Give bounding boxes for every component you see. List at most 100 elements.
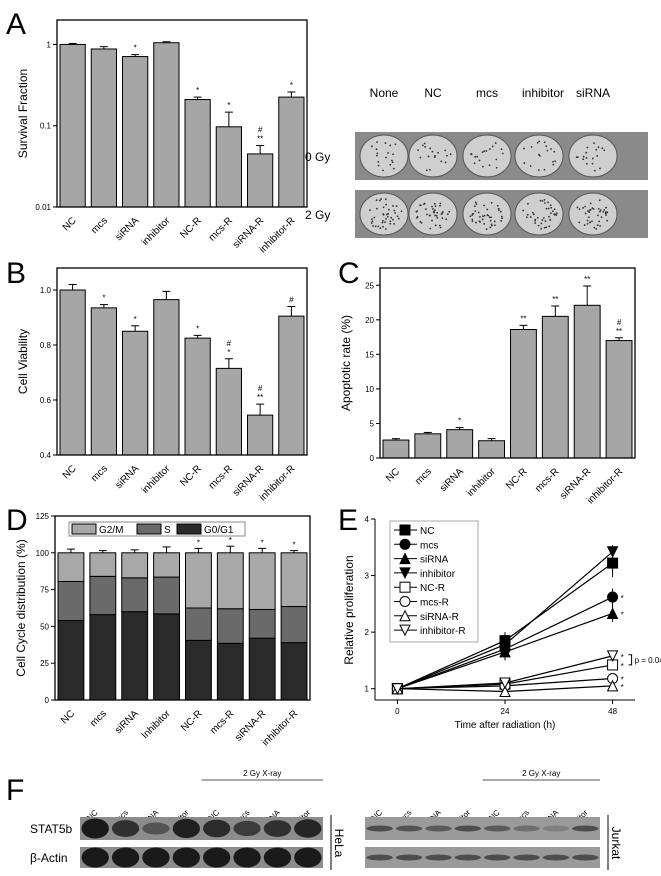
colony [369, 209, 371, 211]
chart-A: *****#*0.010.11Survival FractionNC mcs siR… [16, 20, 307, 255]
colony [478, 212, 480, 214]
colony [603, 209, 605, 211]
y-axis-label: Cell Cycle distribution (%) [14, 539, 28, 676]
culture-dish [409, 193, 457, 235]
y-tick-label: 25 [365, 281, 374, 290]
y-tick-label: 0 [370, 454, 375, 463]
colony [475, 201, 477, 203]
bar-segment-S [217, 609, 243, 644]
colony-column-label: mcs [476, 86, 498, 100]
colony [424, 146, 426, 148]
bar-segment-G0/G1 [90, 615, 116, 700]
colony [597, 214, 599, 216]
colony [417, 149, 419, 151]
colony [440, 161, 442, 163]
colony [526, 216, 528, 218]
colony [538, 169, 540, 171]
colony [382, 169, 384, 171]
chart-B: ****#**##0.40.60.81.0Cell ViabilityNC mcs… [16, 268, 307, 503]
colony [599, 199, 601, 201]
colony [429, 228, 431, 230]
marker-square-filled [400, 525, 410, 535]
colony [469, 215, 471, 217]
colony [545, 220, 547, 222]
colony [584, 206, 586, 208]
protein-band [294, 819, 321, 837]
colony [533, 214, 535, 216]
colony [544, 202, 546, 204]
colony [547, 202, 549, 204]
colony [489, 164, 491, 166]
colony [602, 211, 604, 213]
x-tick-label: mcs-R [533, 466, 561, 494]
protein-label: STAT5b [30, 822, 73, 836]
colony [553, 151, 555, 153]
colony [376, 199, 378, 201]
colony [530, 216, 532, 218]
legend-label: inhibitor-R [420, 626, 466, 637]
colony [548, 216, 550, 218]
colony [498, 209, 500, 211]
x-tick-label: inhibitor [140, 215, 173, 248]
bar-segment-S [90, 576, 116, 614]
colony [490, 220, 492, 222]
colony [401, 210, 403, 212]
x-tick-label: NC-R [178, 463, 203, 488]
colony [554, 160, 556, 162]
x-tick-label: 0 [395, 707, 400, 716]
colony [420, 204, 422, 206]
bar [91, 49, 116, 207]
colony [596, 155, 598, 157]
colony [431, 206, 433, 208]
colony [590, 202, 592, 204]
colony [577, 207, 579, 209]
bar [216, 368, 241, 455]
bar-segment-S [154, 577, 180, 614]
colony-assay-image: None NC mcs inhibitor siRNA0 Gy2 Gy [305, 86, 648, 238]
figure: A B C D E F None NC mcs inhibitor siRNA0 Gy2… [0, 0, 661, 876]
significance-mark: * [134, 315, 137, 324]
bar [154, 43, 179, 207]
colony [383, 206, 385, 208]
x-tick-label: inhibitor [140, 463, 173, 496]
colony [439, 205, 441, 207]
colony [474, 156, 476, 158]
colony [552, 164, 554, 166]
colony [599, 211, 601, 213]
colony [494, 224, 496, 226]
legend-label: G0/G1 [204, 525, 234, 536]
colony [548, 225, 550, 227]
colony [523, 162, 525, 164]
significance-mark: * [293, 541, 296, 550]
colony [487, 214, 489, 216]
colony [471, 153, 473, 155]
x-tick-label: NC [61, 215, 79, 233]
bar [415, 434, 441, 458]
colony [486, 228, 488, 230]
colony [586, 163, 588, 165]
x-tick-label: mcs-R [207, 215, 235, 243]
colony [434, 209, 436, 211]
bar [123, 57, 148, 207]
colony [385, 204, 387, 206]
colony [486, 209, 488, 211]
colony [495, 142, 497, 144]
y-tick-label: 50 [40, 622, 49, 631]
protein-band [543, 826, 569, 832]
p-value-bracket [629, 655, 632, 665]
protein-band [82, 819, 109, 839]
colony [376, 141, 378, 143]
bar-segment-G0/G1 [154, 614, 180, 700]
protein-band [484, 855, 510, 861]
legend-label: siRNA [420, 555, 449, 566]
marker-circle-filled [400, 539, 410, 549]
colony [434, 203, 436, 205]
colony [540, 200, 542, 202]
colony [595, 149, 597, 151]
colony [598, 146, 600, 148]
colony [497, 205, 499, 207]
significance-mark: * [197, 538, 200, 547]
significance-mark: ** [616, 327, 622, 336]
colony [587, 220, 589, 222]
x-tick-label: mcs [413, 466, 434, 487]
